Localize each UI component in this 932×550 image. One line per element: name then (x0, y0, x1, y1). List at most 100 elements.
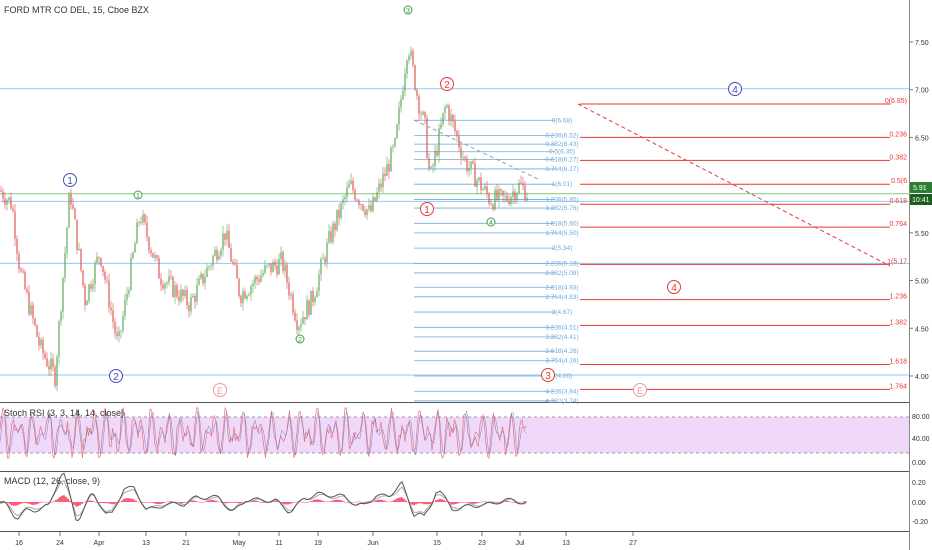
candle-body (432, 165, 434, 167)
candle-body (372, 197, 374, 212)
fib-blue-label: 0.5(6.35) (549, 149, 575, 156)
macd-hist-bar (65, 496, 67, 502)
candle-body (526, 197, 528, 201)
candle-body (26, 289, 28, 293)
price-axis[interactable]: 7.507.006.506.005.505.004.504.00 (909, 40, 929, 381)
candle-body (362, 204, 364, 211)
macd-hist-bar (413, 502, 415, 506)
candle-body (314, 297, 316, 302)
macd-hist-bar (361, 502, 363, 503)
candle-body (512, 191, 514, 197)
candle-body (300, 323, 302, 328)
candle-body (370, 205, 372, 212)
candle-body (466, 158, 468, 172)
candle-body (238, 278, 240, 297)
time-axis[interactable]: 16 24 Apr 13 21 May 11 19 Jun 15 23 Jul 13 27 (15, 532, 637, 547)
candle-body (322, 258, 324, 260)
macd-hist-bar (89, 500, 91, 502)
stoch-band (0, 417, 909, 453)
candle-body (404, 73, 406, 91)
candle-body (284, 264, 286, 272)
candle-body (110, 307, 112, 311)
candle-body (382, 173, 384, 188)
candle-body (162, 284, 164, 289)
candle-body (174, 285, 176, 297)
candle-body (138, 222, 140, 223)
candle-body (468, 168, 470, 172)
macd-tick-label: -0.20 (912, 519, 928, 526)
candle-body (514, 191, 516, 201)
candle-body (278, 258, 280, 275)
candle-body (246, 295, 248, 299)
current-price-badge (910, 182, 932, 193)
wave-1-blue: 1 (63, 173, 77, 187)
candle-body (510, 196, 512, 205)
macd-hist-bar (311, 500, 313, 502)
candle-series (0, 46, 528, 392)
fib-blue-label: 2.236(5.18) (545, 260, 578, 267)
candle-body (46, 357, 48, 367)
macd-hist-bar (125, 498, 127, 502)
macd-hist-bar (375, 500, 377, 502)
candle-body (182, 289, 184, 296)
candle-body (438, 128, 440, 156)
macd-hist-bar (239, 502, 241, 504)
candle-body (156, 255, 158, 259)
candle-body (140, 222, 142, 223)
candle-body (380, 183, 382, 188)
wave-e-red-2: E (633, 383, 647, 397)
candle-body (430, 166, 432, 169)
candle-body (412, 50, 414, 66)
price-tick-label: 5.50 (915, 231, 929, 238)
candle-body (66, 227, 68, 253)
macd-hist-bar (21, 502, 23, 504)
macd-hist-bar (155, 502, 157, 504)
wave-4-green: 4 (486, 217, 496, 227)
time-tick-label: May (232, 540, 246, 547)
price-tick-label: 6.50 (915, 135, 929, 142)
macd-hist-bar (407, 502, 409, 503)
candle-body (104, 271, 106, 280)
macd-hist-bar (381, 499, 383, 502)
fib-blue-label: 0.618(6.27) (545, 156, 578, 163)
fib-red-group: 0(6.85) 0.236 0.382 0.5(6 0.618 0.764 1(5.17 1.… (580, 98, 907, 390)
candle-body (10, 197, 12, 209)
macd-hist-bar (301, 502, 303, 503)
price-tick-label: 5.00 (915, 279, 929, 286)
stoch-label[interactable]: Stoch RSI (3, 3, 14, 14, close) (4, 408, 124, 418)
macd-hist-bar (329, 501, 331, 502)
candle-body (504, 195, 506, 197)
fib-red-label: 0.382 (889, 154, 907, 161)
macd-hist-bar (87, 500, 89, 502)
candle-body (208, 266, 210, 268)
macd-hist-bar (161, 502, 163, 504)
candle-body (128, 289, 130, 294)
candle-body (58, 321, 60, 358)
candle-body (350, 180, 352, 184)
macd-hist-bar (157, 502, 159, 505)
macd-hist-bar (309, 501, 311, 502)
fib-blue-label: 3(4.67) (552, 309, 573, 316)
candle-body (286, 264, 288, 283)
macd-hist-bar (389, 501, 391, 503)
macd-hist-bar (7, 502, 9, 504)
candle-body (276, 265, 278, 275)
candle-body (146, 222, 148, 238)
macd-hist-bar (105, 502, 107, 504)
candle-body (152, 253, 154, 258)
macd-hist-bar (345, 502, 347, 503)
candle-body (114, 321, 116, 334)
candle-body (204, 276, 206, 284)
candle-body (60, 311, 62, 322)
macd-hist-bar (507, 500, 509, 502)
wave-labels: 1 2 4 1 2 3 4 1 2 3 4 E E (63, 5, 742, 397)
candle-body (472, 161, 474, 164)
macd-label[interactable]: MACD (12, 26, close, 9) (4, 476, 100, 486)
candle-body (446, 105, 448, 108)
candle-body (440, 124, 442, 129)
macd-hist-bar (293, 502, 295, 503)
candle-body (228, 230, 230, 248)
macd-hist-bar (359, 501, 361, 503)
fib-blue-label: 2.382(5.08) (545, 270, 578, 277)
